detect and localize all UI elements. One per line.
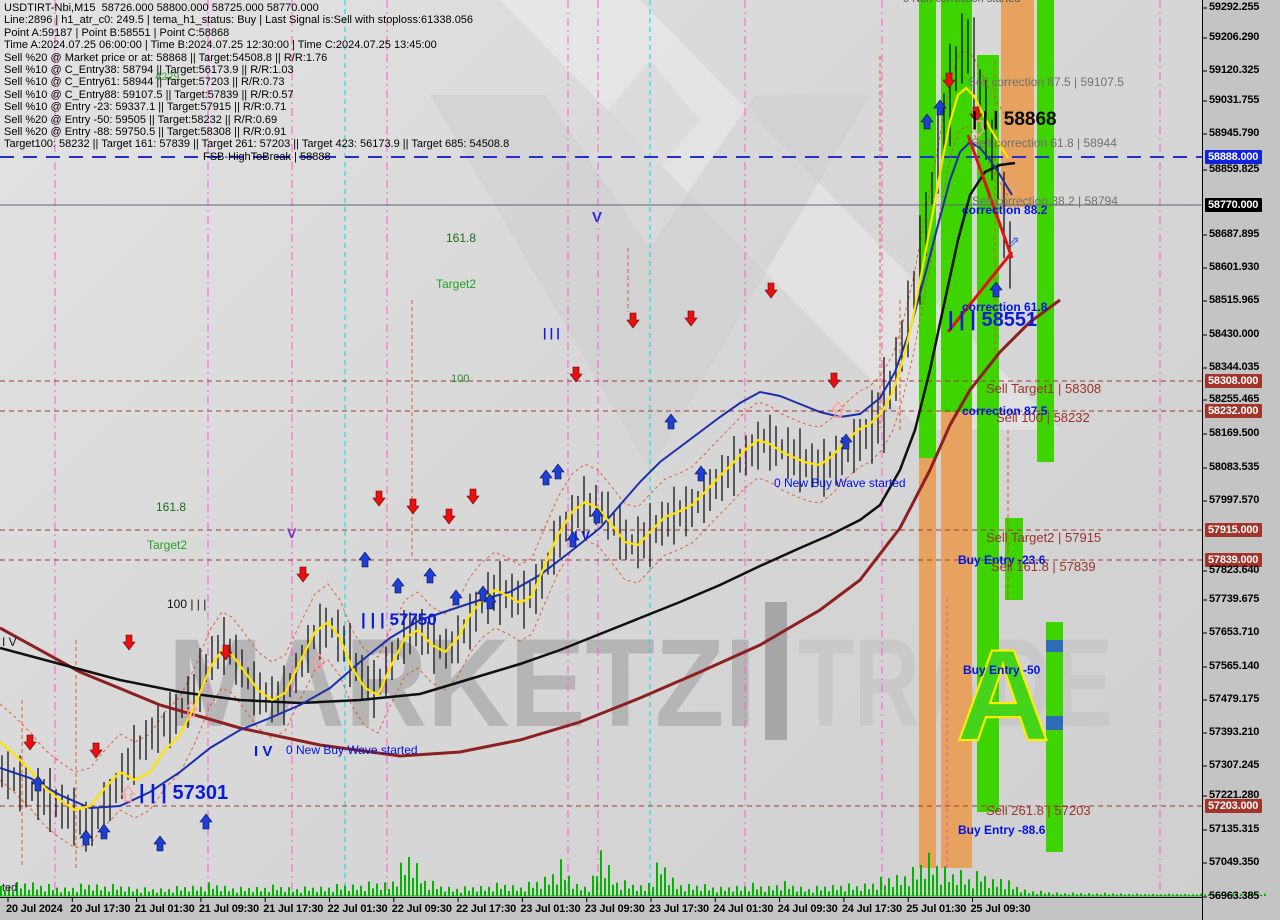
price-axis-label: 58430.000	[1209, 328, 1260, 340]
time-axis-label: 21 Jul 09:30	[198, 903, 259, 915]
price-axis[interactable]: 59292.255 59206.290 59120.325 59031.755 5894…	[1202, 0, 1280, 920]
annotation-label: Sell 161.8 | 57839	[991, 559, 1096, 574]
time-axis-label: 21 Jul 17:30	[263, 903, 324, 915]
price-axis-label: 57565.140	[1209, 660, 1260, 672]
symbol-ohlc-line: USDTIRT-Nbi,M15 58726.000 58800.000 5872…	[4, 2, 319, 14]
sell-plan-line: Sell %10 @ C_Entry61: 58944 || Target:57…	[4, 76, 285, 89]
annotation-label: ted	[2, 882, 18, 894]
annotation-label: | | | 57750	[361, 610, 437, 629]
price-axis-label: 57049.350	[1209, 856, 1260, 868]
price-axis-label: 58255.465	[1209, 393, 1260, 405]
annotation-label: | | |	[543, 326, 560, 340]
price-axis-label: 59292.255	[1209, 1, 1260, 13]
targets-line: Target100: 58232 || Target 161: 57839 ||…	[4, 138, 510, 151]
time-axis-label: 20 Jul 17:30	[70, 903, 131, 915]
annotation-label: | | | 58868	[972, 109, 1057, 130]
sell-plan-line: Sell %20 @ Entry -50: 59505 || Target:58…	[4, 113, 278, 126]
annotation-label: 0 Non correction started	[903, 0, 1020, 5]
time-axis-label: 25 Jul 01:30	[906, 903, 967, 915]
annotation-label: I V	[254, 743, 273, 760]
annotation-label: V	[592, 209, 603, 226]
sell-plan-line: Sell %10 @ Entry -23: 59337.1 || Target:…	[4, 101, 287, 114]
annotation-label: V	[287, 525, 297, 541]
annotation-label: ⇗	[1008, 233, 1020, 249]
annotation-label: Buy Entry -88.6	[958, 823, 1046, 837]
points-line: Point A:59187 | Point B:58551 | Point C:…	[4, 26, 230, 39]
price-axis-label: 57135.315	[1209, 823, 1260, 835]
price-axis-label: 58859.825	[1209, 163, 1260, 175]
price-axis-label: 59206.290	[1209, 31, 1260, 43]
time-axis-label: 23 Jul 09:30	[584, 903, 645, 915]
time-axis[interactable]: 20 Jul 2024 20 Jul 17:30 21 Jul 01:30 21 Ju…	[0, 897, 1202, 920]
price-axis-label: 58344.035	[1209, 361, 1260, 373]
price-axis-label: 58945.790	[1209, 127, 1260, 139]
price-axis-label: 57653.710	[1209, 626, 1260, 638]
price-axis-label: 57739.675	[1209, 593, 1260, 605]
sell-plan-line: Sell %20 @ Entry -88: 59750.5 || Target:…	[4, 126, 287, 139]
annotation-label: 0 New Buy Wave started	[286, 743, 418, 757]
times-line: Time A:2024.07.25 06:00:00 | Time B:2024…	[4, 39, 437, 52]
signal-status-line: Line:2896 | h1_atr_c0: 249.5 | tema_h1_s…	[4, 14, 474, 27]
price-axis-label: 57479.175	[1209, 693, 1260, 705]
price-axis-label-highlighted: 58888.000	[1205, 150, 1263, 164]
annotation-label: | | | 58551	[948, 309, 1038, 331]
annotation-label: Target2	[436, 277, 477, 291]
time-axis-label: 24 Jul 17:30	[841, 903, 902, 915]
annotation-label: | | | 57301	[139, 782, 229, 804]
price-axis-label: 58687.895	[1209, 228, 1260, 240]
sell-plan-line: Sell %10 @ C_Entry38: 58794 || Target:56…	[4, 64, 294, 77]
price-axis-label: 59031.755	[1209, 94, 1260, 106]
annotation-label: 0 New Buy Wave started	[774, 476, 906, 490]
annotation-label: 100	[451, 373, 470, 385]
price-axis-label-highlighted: 58770.000	[1205, 198, 1263, 212]
price-axis-label: 59120.325	[1209, 64, 1260, 76]
time-axis-label: 22 Jul 17:30	[456, 903, 517, 915]
time-axis-label: 21 Jul 01:30	[134, 903, 195, 915]
price-axis-label-highlighted: 57203.000	[1205, 799, 1263, 813]
price-axis-label-highlighted: 57915.000	[1205, 523, 1263, 537]
price-axis-label: 57997.570	[1209, 494, 1260, 506]
annotation-label: Buy Entry -50	[963, 663, 1041, 677]
annotation-label: Sell 100 | 58232	[996, 410, 1090, 425]
time-axis-label: 22 Jul 09:30	[391, 903, 452, 915]
time-axis-label: 24 Jul 09:30	[777, 903, 838, 915]
annotation-label: correction 88.2	[962, 203, 1048, 217]
sell-plan-line: Sell %20 @ Market price or at: 58868 || …	[4, 51, 328, 64]
sell-plan-line: Sell %10 @ C_Entry88: 59107.5 || Target:…	[4, 88, 294, 101]
time-axis-label: 22 Jul 01:30	[327, 903, 388, 915]
price-axis-label: 57221.280	[1209, 789, 1260, 801]
annotation-label: Sell Target1 | 58308	[986, 381, 1102, 396]
indicator-info-panel: USDTIRT-Nbi,M15 58726.000 58800.000 5872…	[4, 2, 509, 163]
price-axis-label: 57393.210	[1209, 726, 1260, 738]
annotation-label: Sell correction 61.8 | 58944	[971, 136, 1117, 150]
time-axis-label: 23 Jul 17:30	[649, 903, 709, 915]
annotation-label: Sell 261.8 | 57203	[986, 803, 1091, 818]
price-axis-label: 58083.535	[1209, 461, 1260, 473]
price-axis-label: 57823.640	[1209, 564, 1260, 576]
time-axis-label: 20 Jul 2024	[6, 903, 63, 915]
annotation-label: Target2	[147, 538, 188, 552]
annotation-label: I V	[2, 635, 17, 649]
price-axis-label: 58515.965	[1209, 294, 1260, 306]
annotation-label: 161.8	[156, 500, 187, 514]
annotation-label: Sell correction 87.5 | 59107.5	[968, 75, 1124, 89]
price-axis-label: 58601.930	[1209, 261, 1260, 273]
annotation-label: Sell Target2 | 57915	[986, 530, 1102, 545]
price-axis-label: 58169.500	[1209, 427, 1260, 439]
time-axis-label: 23 Jul 01:30	[520, 903, 581, 915]
price-axis-label-highlighted: 58232.000	[1205, 404, 1263, 418]
price-axis-label: 57307.245	[1209, 759, 1260, 771]
time-axis-label: 24 Jul 01:30	[713, 903, 774, 915]
price-axis-label-highlighted: 58308.000	[1205, 374, 1263, 388]
fsb-high-to-break-label: FSB-HighToBreak | 58888	[203, 150, 331, 163]
price-axis-label-highlighted: 57839.000	[1205, 553, 1263, 567]
annotation-label: I V	[574, 528, 590, 543]
annotation-label: 100 | | |	[167, 597, 207, 611]
annotation-label: 161.8	[446, 231, 477, 245]
price-axis-label: 56963.385	[1209, 890, 1260, 902]
time-axis-label: 25 Jul 09:30	[970, 903, 1031, 915]
